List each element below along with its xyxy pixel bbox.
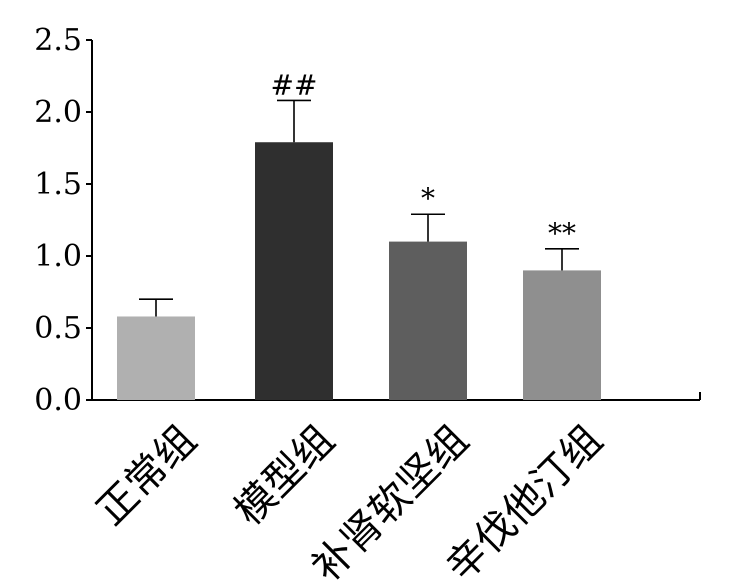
x-tick-label: 正常组: [88, 417, 205, 534]
x-tick-label: 模型组: [226, 417, 343, 534]
y-tick-label: 2.5: [34, 23, 82, 58]
significance-label: **: [548, 217, 576, 250]
y-tick-label: 0.0: [34, 383, 82, 418]
significance-label: *: [421, 182, 435, 215]
y-tick-label: 1.0: [34, 239, 82, 274]
bar: [117, 316, 195, 400]
y-tick-label: 0.5: [34, 311, 82, 346]
bars: ##***: [117, 68, 601, 401]
bar: [389, 241, 467, 400]
significance-label: ##: [271, 68, 318, 101]
y-tick-label: 1.5: [34, 167, 82, 202]
y-tick-label: 2.0: [34, 95, 82, 130]
y-axis: 0.0 0.5 1.0 1.5 2.0 2.5: [34, 23, 93, 418]
bar: [523, 270, 601, 400]
bar: [255, 142, 333, 401]
